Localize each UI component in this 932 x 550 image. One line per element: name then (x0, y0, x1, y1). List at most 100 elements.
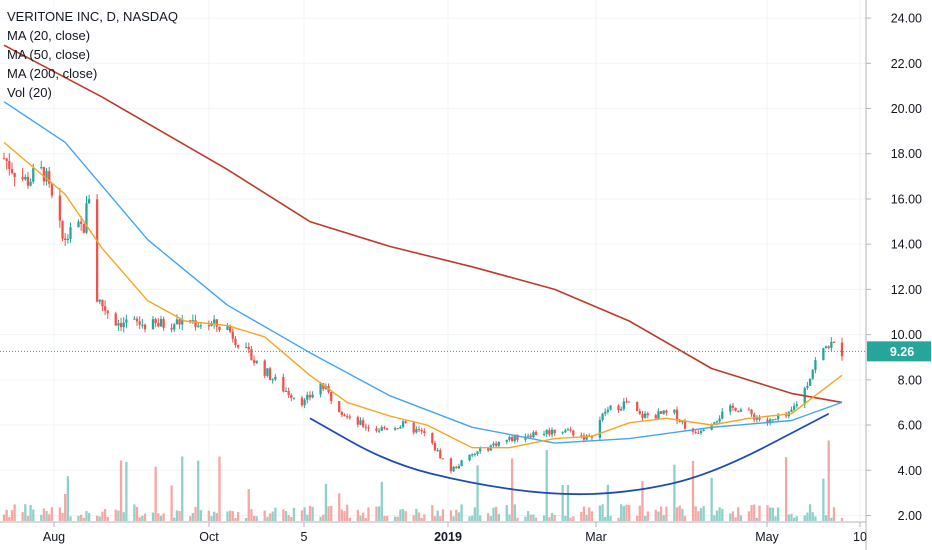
candle-body (399, 426, 402, 429)
candle-body (431, 433, 434, 443)
candle-body (157, 323, 160, 327)
candle-body (473, 453, 477, 455)
candle-body (715, 421, 719, 423)
volume-bar (534, 517, 538, 521)
volume-bar (606, 484, 610, 521)
volume-bar (665, 506, 668, 521)
volume-bar (715, 510, 719, 521)
candle-body (673, 409, 676, 413)
candle-body (197, 325, 200, 327)
candle-body (550, 429, 554, 435)
candle-body (292, 397, 296, 399)
candle-body (811, 370, 814, 379)
volume-bar (550, 513, 554, 521)
volume-bar (218, 456, 221, 521)
y-tick-label: 10.00 (891, 328, 922, 342)
candle-body (580, 435, 583, 437)
volume-bar (832, 507, 836, 521)
candle-body (266, 368, 269, 376)
candle-body (777, 415, 780, 420)
candle-body (784, 415, 788, 417)
volume-bar (330, 505, 333, 521)
volume-bar (266, 516, 269, 521)
volume-bar (282, 509, 285, 521)
candle-body (383, 427, 386, 429)
volume-bar (375, 506, 378, 521)
candle-body (322, 383, 325, 389)
candle-body (790, 409, 793, 412)
volume-bar (189, 516, 192, 521)
candle-body (170, 327, 173, 330)
candle-body (606, 409, 610, 412)
candle-body (769, 419, 772, 424)
volume-bar (377, 506, 381, 521)
volume-bar (569, 517, 572, 521)
candle-body (159, 319, 163, 327)
candle-body (48, 171, 51, 184)
candle-body (569, 429, 572, 431)
candle-body (617, 405, 620, 411)
candle-body (393, 428, 397, 430)
candle-body (625, 401, 628, 403)
volume-bar (343, 511, 346, 521)
volume-bar (718, 507, 721, 521)
candle-body (771, 419, 774, 421)
volume-bar (755, 517, 759, 521)
volume-bar (417, 512, 421, 521)
volume-bar (487, 513, 490, 521)
candle-body (133, 318, 136, 320)
candle-body (694, 431, 697, 433)
volume-bar (207, 510, 210, 521)
volume-bar (441, 509, 445, 521)
y-tick-label: 12.00 (891, 283, 922, 297)
candle-body (638, 411, 641, 414)
volume-bar (638, 505, 641, 521)
legend-volume[interactable]: Vol (20) (7, 85, 52, 100)
candle-body (830, 342, 833, 348)
legend-ma20[interactable]: MA (20, close) (7, 28, 91, 43)
candle-body (824, 346, 828, 349)
volume-bar (66, 476, 69, 521)
candle-body (609, 405, 612, 410)
candle-body (40, 167, 43, 169)
volume-bar (138, 517, 141, 521)
volume-bar (308, 505, 312, 521)
volume-bar (681, 508, 684, 521)
volume-bar (675, 507, 679, 521)
y-tick-label: 14.00 (891, 238, 922, 252)
candle-body (814, 360, 817, 371)
volume-bar (61, 512, 64, 521)
volume-bar (5, 509, 8, 521)
candle-body (792, 405, 796, 410)
y-tick-label: 24.00 (891, 12, 922, 26)
volume-bar (215, 513, 218, 521)
candle-body (287, 390, 290, 396)
volume-bar (784, 457, 788, 521)
candle-body (628, 401, 631, 403)
legend-ma50[interactable]: MA (50, close) (7, 47, 91, 62)
volume-bar (473, 507, 477, 521)
volume-bar (524, 516, 527, 521)
volume-bar (199, 510, 203, 521)
volume-bar (175, 510, 179, 521)
volume-bar (157, 513, 160, 521)
candle-body (45, 171, 48, 182)
candle-body (194, 320, 197, 327)
candle-body (774, 419, 777, 421)
candle-body (141, 324, 144, 326)
volume-bar (561, 484, 564, 521)
volume-bar (495, 506, 498, 521)
candle-body (585, 435, 588, 440)
volume-bar (673, 464, 676, 521)
volume-bar (542, 515, 546, 521)
volume-bar (659, 506, 663, 521)
candle-body (678, 420, 681, 422)
legend-ma200[interactable]: MA (200, close) (7, 66, 98, 81)
candle-body (654, 415, 657, 419)
candle-body (173, 324, 176, 330)
candle-body (236, 345, 240, 348)
volume-bar (489, 516, 492, 521)
volume-bar (255, 516, 258, 521)
volume-bar (228, 510, 232, 521)
